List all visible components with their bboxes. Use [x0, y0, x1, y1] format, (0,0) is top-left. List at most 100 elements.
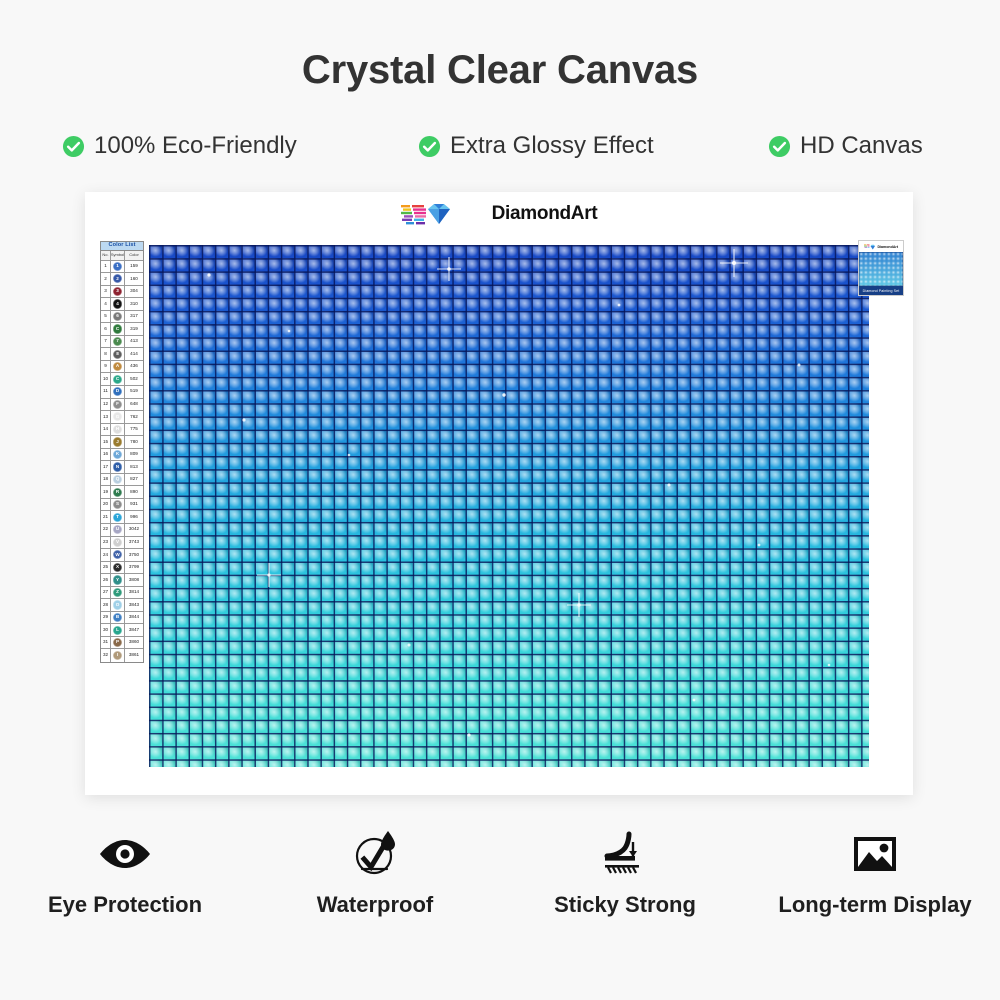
page-title: Crystal Clear Canvas: [301, 48, 699, 92]
symbol-swatch-icon: H: [112, 424, 123, 434]
symbol-swatch-icon: N: [112, 462, 123, 472]
cell-symbol: Q: [111, 473, 125, 486]
color-list-header: No. Symbol Color: [101, 251, 143, 261]
cell-color-code: 304: [130, 288, 138, 294]
benefit-label: Waterproof: [316, 892, 434, 917]
symbol-swatch-icon: V: [112, 537, 123, 547]
diamond-logo-icon: [863, 244, 875, 249]
symbol-swatch-icon: G: [112, 412, 123, 422]
brand-lockup: DiamondArt: [85, 200, 913, 228]
benefit-icon-wrap: [599, 828, 651, 880]
symbol-swatch-icon: U: [112, 525, 123, 535]
symbol-swatch-icon: 3: [112, 286, 123, 296]
cell-symbol: 3: [111, 285, 125, 298]
eye-icon: [100, 840, 150, 868]
color-list-row: 23 V 3743: [101, 536, 143, 550]
cell-color-code: 813: [130, 463, 138, 469]
thumbnail-brand-name: DiamondArt: [877, 244, 899, 249]
cell-symbol: F: [111, 398, 125, 411]
cell-color-code: 3860: [128, 639, 140, 645]
color-list-row: 20 S 931: [101, 498, 143, 512]
symbol-swatch-icon: 1: [112, 261, 123, 271]
cell-no: 7: [101, 335, 111, 348]
cell-no: 17: [101, 461, 111, 473]
cell-symbol: T: [111, 511, 125, 523]
benefit-label: Sticky Strong: [554, 892, 696, 917]
diamond-logo-icon: [400, 204, 450, 225]
feature-label: HD Canvas: [800, 132, 923, 159]
symbol-swatch-icon: C: [112, 324, 123, 334]
check-circle-icon: [418, 135, 441, 157]
cell-symbol: X: [111, 561, 125, 574]
color-list-title: Color List: [101, 242, 143, 251]
column-header-no: No.: [101, 251, 111, 260]
color-list-row: 17 N 813: [101, 461, 143, 474]
symbol-swatch-icon: T: [112, 512, 123, 522]
cell-color-code: 3750: [128, 551, 140, 557]
benefit-item-sticky-strong: Sticky Strong: [500, 828, 750, 918]
brand-name: DiamondArt: [491, 203, 598, 224]
cell-symbol: 8: [111, 348, 125, 360]
color-list-row: 28 O 3843: [101, 599, 143, 612]
benefit-item-eye-protection: Eye Protection: [0, 828, 250, 918]
cell-no: 14: [101, 423, 111, 436]
cell-no: 21: [101, 511, 111, 523]
diamond-canvas-preview: [149, 245, 869, 767]
color-list-row: 1 1 159: [101, 260, 143, 274]
cell-color-code: 3808: [128, 576, 140, 582]
color-list-row: 18 Q 827: [101, 473, 143, 487]
cell-no: 3: [101, 285, 111, 298]
cell-symbol: U: [111, 523, 125, 536]
symbol-swatch-icon: F: [112, 399, 123, 409]
feature-label: 100% Eco-Friendly: [94, 132, 297, 159]
symbol-swatch-icon: J: [112, 437, 123, 447]
color-list-row: 14 H 775: [101, 423, 143, 437]
cell-color-code: 890: [130, 488, 138, 494]
cell-no: 5: [101, 310, 111, 323]
check-circle-icon: [768, 135, 791, 157]
symbol-swatch-icon: Y: [112, 575, 123, 585]
color-list-row: 29 B 3844: [101, 611, 143, 625]
cell-symbol: Z: [111, 586, 125, 599]
cell-symbol: O: [111, 599, 125, 611]
color-list-row: 11 D 519: [101, 385, 143, 399]
cell-color-code: 502: [130, 375, 138, 381]
cell-no: 9: [101, 360, 111, 373]
cell-no: 16: [101, 448, 111, 461]
feature-item-glossy: Extra Glossy Effect: [418, 132, 654, 160]
cell-color-code: 413: [130, 338, 138, 344]
cell-no: 11: [101, 385, 111, 398]
cell-no: 23: [101, 536, 111, 549]
cell-no: 32: [101, 649, 111, 662]
cell-no: 2: [101, 273, 111, 285]
cell-color-code: 3042: [128, 526, 140, 532]
symbol-swatch-icon: W: [112, 550, 123, 560]
color-list-row: 4 4 310: [101, 298, 143, 311]
cell-no: 6: [101, 323, 111, 335]
cell-symbol: C: [111, 323, 125, 335]
cell-symbol: C: [111, 373, 125, 385]
symbol-swatch-icon: R: [112, 487, 123, 497]
cell-color-code: 809: [130, 451, 138, 457]
symbol-swatch-icon: K: [112, 449, 123, 460]
cell-color-code: 519: [130, 388, 138, 394]
color-list-row: 30 L 3847: [101, 624, 143, 637]
cell-symbol: H: [111, 423, 125, 436]
benefit-icon-wrap: [851, 828, 899, 880]
cell-symbol: 2: [111, 273, 125, 285]
symbol-swatch-icon: P: [112, 638, 123, 648]
cell-no: 13: [101, 411, 111, 423]
benefit-item-long-term-display: Long-term Display: [750, 828, 1000, 918]
feature-item-eco: 100% Eco-Friendly: [62, 132, 297, 160]
color-list-row: 25 X 3799: [101, 561, 143, 575]
cell-color-code: 319: [130, 325, 138, 331]
benefits-row: Eye Protection Waterproof: [0, 828, 1000, 938]
color-list-row: 3 3 304: [101, 285, 143, 299]
thumbnail-diamond-grid: [859, 252, 903, 286]
cell-symbol: D: [111, 385, 125, 398]
cell-no: 19: [101, 486, 111, 498]
cell-no: 25: [101, 561, 111, 574]
color-list-row: 12 F 648: [101, 398, 143, 412]
cell-symbol: J: [111, 436, 125, 448]
